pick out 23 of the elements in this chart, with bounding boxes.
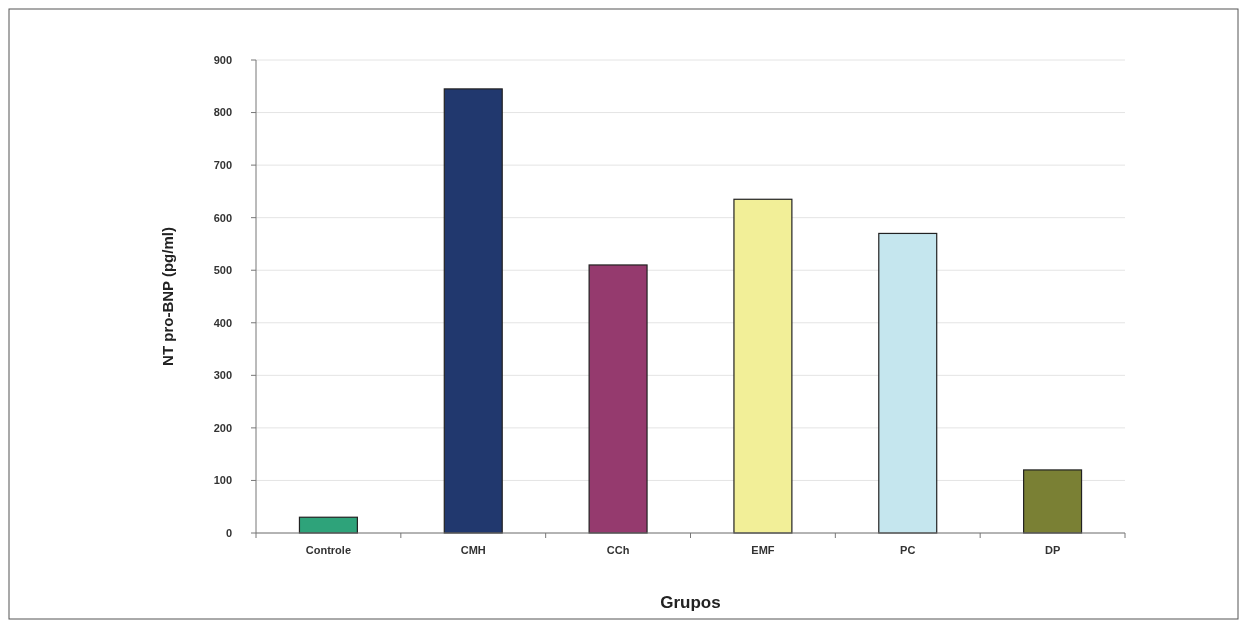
x-axis-title: Grupos	[660, 593, 721, 612]
y-tick-label: 900	[213, 53, 232, 66]
x-tick-label: DP	[1044, 544, 1061, 556]
bar	[443, 88, 503, 534]
bar	[878, 232, 938, 534]
x-tick-label: Controle	[305, 544, 352, 556]
y-tick-label: 200	[213, 421, 232, 434]
x-tick-label: EMF	[751, 544, 775, 556]
x-tick-label: CCh	[606, 544, 630, 556]
x-tick-label: CMH	[460, 544, 486, 556]
y-tick-label: 300	[213, 369, 232, 382]
y-tick-label: 500	[213, 264, 232, 277]
x-tick-label: PC	[900, 544, 916, 556]
y-axis-title: NT pro-BNP (pg/ml)	[159, 227, 176, 366]
bar	[588, 264, 648, 534]
y-tick-label: 800	[213, 106, 232, 119]
y-tick-label: 700	[213, 158, 232, 171]
y-tick-label: 100	[213, 474, 232, 487]
y-tick-label: 600	[213, 211, 232, 224]
bar	[1023, 469, 1083, 534]
bar	[733, 198, 793, 534]
y-tick-label: 0	[225, 526, 232, 539]
y-tick-label: 400	[213, 316, 232, 329]
